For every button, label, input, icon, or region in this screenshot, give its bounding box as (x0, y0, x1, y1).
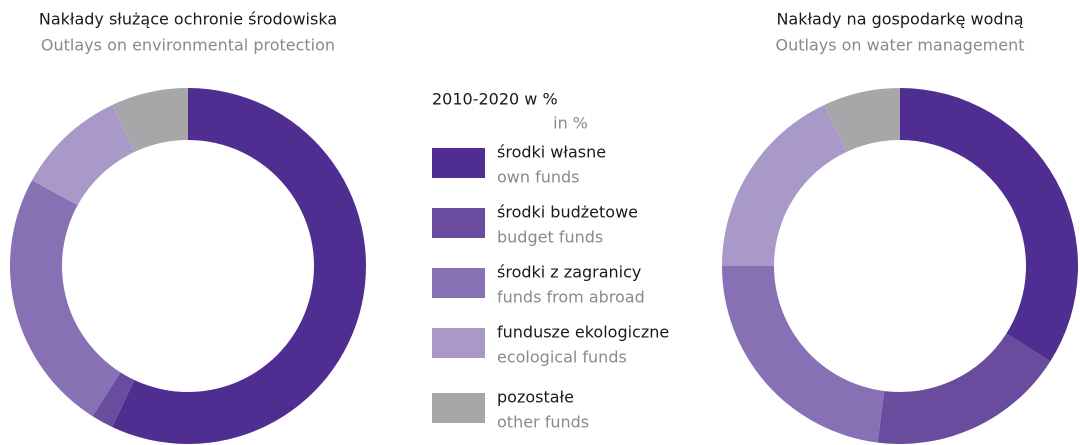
legend-swatch (432, 148, 485, 178)
legend-subtitle: in % (553, 114, 588, 133)
legend-swatch (432, 393, 485, 423)
donut-slice (722, 266, 885, 443)
legend-title: 2010-2020 w % (432, 90, 558, 109)
legend-label-en: funds from abroad (497, 288, 645, 307)
donut-slice (722, 104, 847, 266)
chart-subtitle: Outlays on water management (775, 36, 1024, 55)
legend-label-en: own funds (497, 168, 580, 187)
donut-slice (112, 88, 188, 152)
legend-swatch (432, 208, 485, 238)
legend-label: środki własne (497, 143, 606, 162)
legend-label-en: budget funds (497, 228, 603, 247)
legend-label: środki budżetowe (497, 203, 638, 222)
chart-title: Nakłady służące ochronie środowiska (39, 10, 337, 29)
chart-title: Nakłady na gospodarkę wodną (776, 10, 1023, 29)
donut-slice (32, 104, 135, 206)
legend-swatch (432, 268, 485, 298)
donut-slice (900, 88, 1078, 362)
legend-label: fundusze ekologiczne (497, 323, 669, 342)
legend-label-en: ecological funds (497, 348, 627, 367)
chart-subtitle: Outlays on environmental protection (41, 36, 335, 55)
donut-slice (9, 180, 121, 417)
legend-label: pozostałe (497, 388, 574, 407)
legend-swatch (432, 328, 485, 358)
donut-slice (92, 372, 135, 428)
legend-label-en: other funds (497, 413, 589, 432)
donut-slice (824, 88, 900, 152)
donut-slice (877, 333, 1051, 444)
legend-label: środki z zagranicy (497, 263, 641, 282)
donut-slice (112, 88, 366, 444)
